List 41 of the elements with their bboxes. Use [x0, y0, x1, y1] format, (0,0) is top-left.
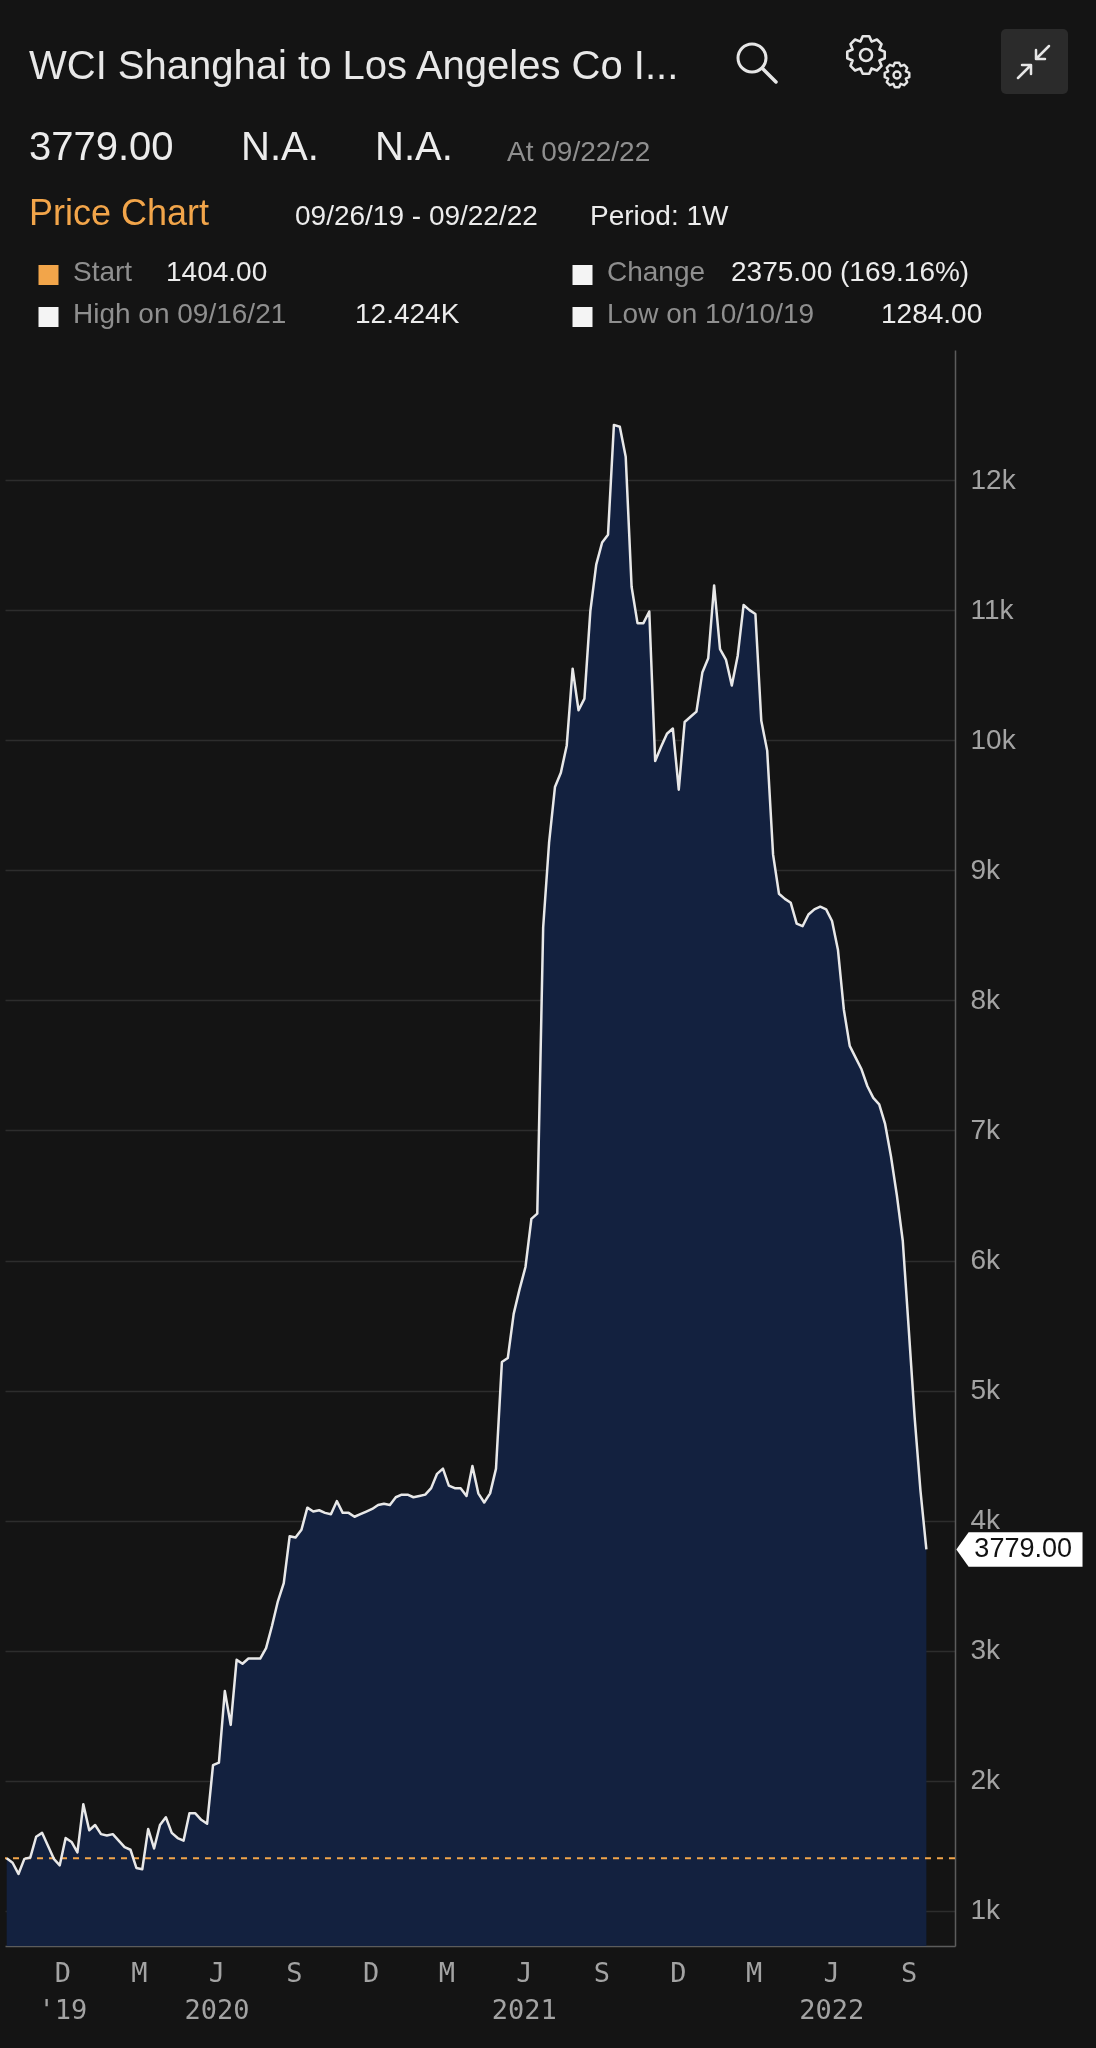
text: Price Chart	[29, 192, 210, 233]
text: N.A.	[241, 124, 319, 168]
x-tick-label: J 2021	[491, 1956, 557, 2025]
y-tick-label: 11k	[970, 593, 1015, 625]
x-tick-label: D '19	[38, 1956, 88, 2025]
text: 09/26/19 - 09/22/22	[295, 200, 538, 231]
y-tick-label: 8k	[970, 983, 1002, 1015]
text: 1284.00	[881, 298, 983, 329]
text: 3779.00	[29, 124, 174, 168]
x-tick-label: J 2022	[799, 1956, 865, 2025]
text: 2375.00 (169.16%)	[731, 256, 970, 287]
y-tick-label: 9k	[970, 853, 1002, 885]
text: Period: 1W	[590, 200, 730, 231]
y-tick-label: 5k	[970, 1374, 1002, 1406]
text: 1404.00	[166, 256, 268, 287]
annotation: 3779.00	[974, 1533, 1072, 1564]
text: Start	[73, 256, 133, 287]
y-tick-label: 2k	[970, 1764, 1002, 1796]
y-tick-label: 6k	[970, 1244, 1002, 1276]
x-tick-label: M	[746, 1956, 763, 1988]
y-tick-label: 12k	[970, 463, 1017, 495]
x-tick-label: D	[670, 1956, 687, 1988]
y-tick-label: 4k	[970, 1504, 1002, 1536]
x-tick-label: S	[901, 1956, 918, 1988]
y-tick-label: 1k	[970, 1894, 1002, 1926]
y-tick-label: 3k	[970, 1634, 1002, 1666]
text: N.A.	[375, 124, 453, 168]
text: Change	[607, 256, 706, 287]
x-tick-label: M	[131, 1956, 148, 1988]
x-tick-label: S	[286, 1956, 303, 1988]
chart-title: WCI Shanghai to Los Angeles Co I...	[29, 43, 679, 87]
x-tick-label: S	[593, 1956, 610, 1988]
text: At 09/22/22	[507, 136, 651, 167]
x-tick-label: D	[362, 1956, 380, 1988]
y-tick-label: 7k	[970, 1113, 1002, 1145]
text: High on 09/16/21	[73, 298, 287, 329]
x-tick-label: J 2020	[184, 1956, 250, 2025]
text: Low on 10/10/19	[607, 298, 815, 329]
x-tick-label: M	[438, 1956, 455, 1988]
text: 12.424K	[355, 298, 460, 329]
y-tick-label: 10k	[970, 723, 1017, 755]
